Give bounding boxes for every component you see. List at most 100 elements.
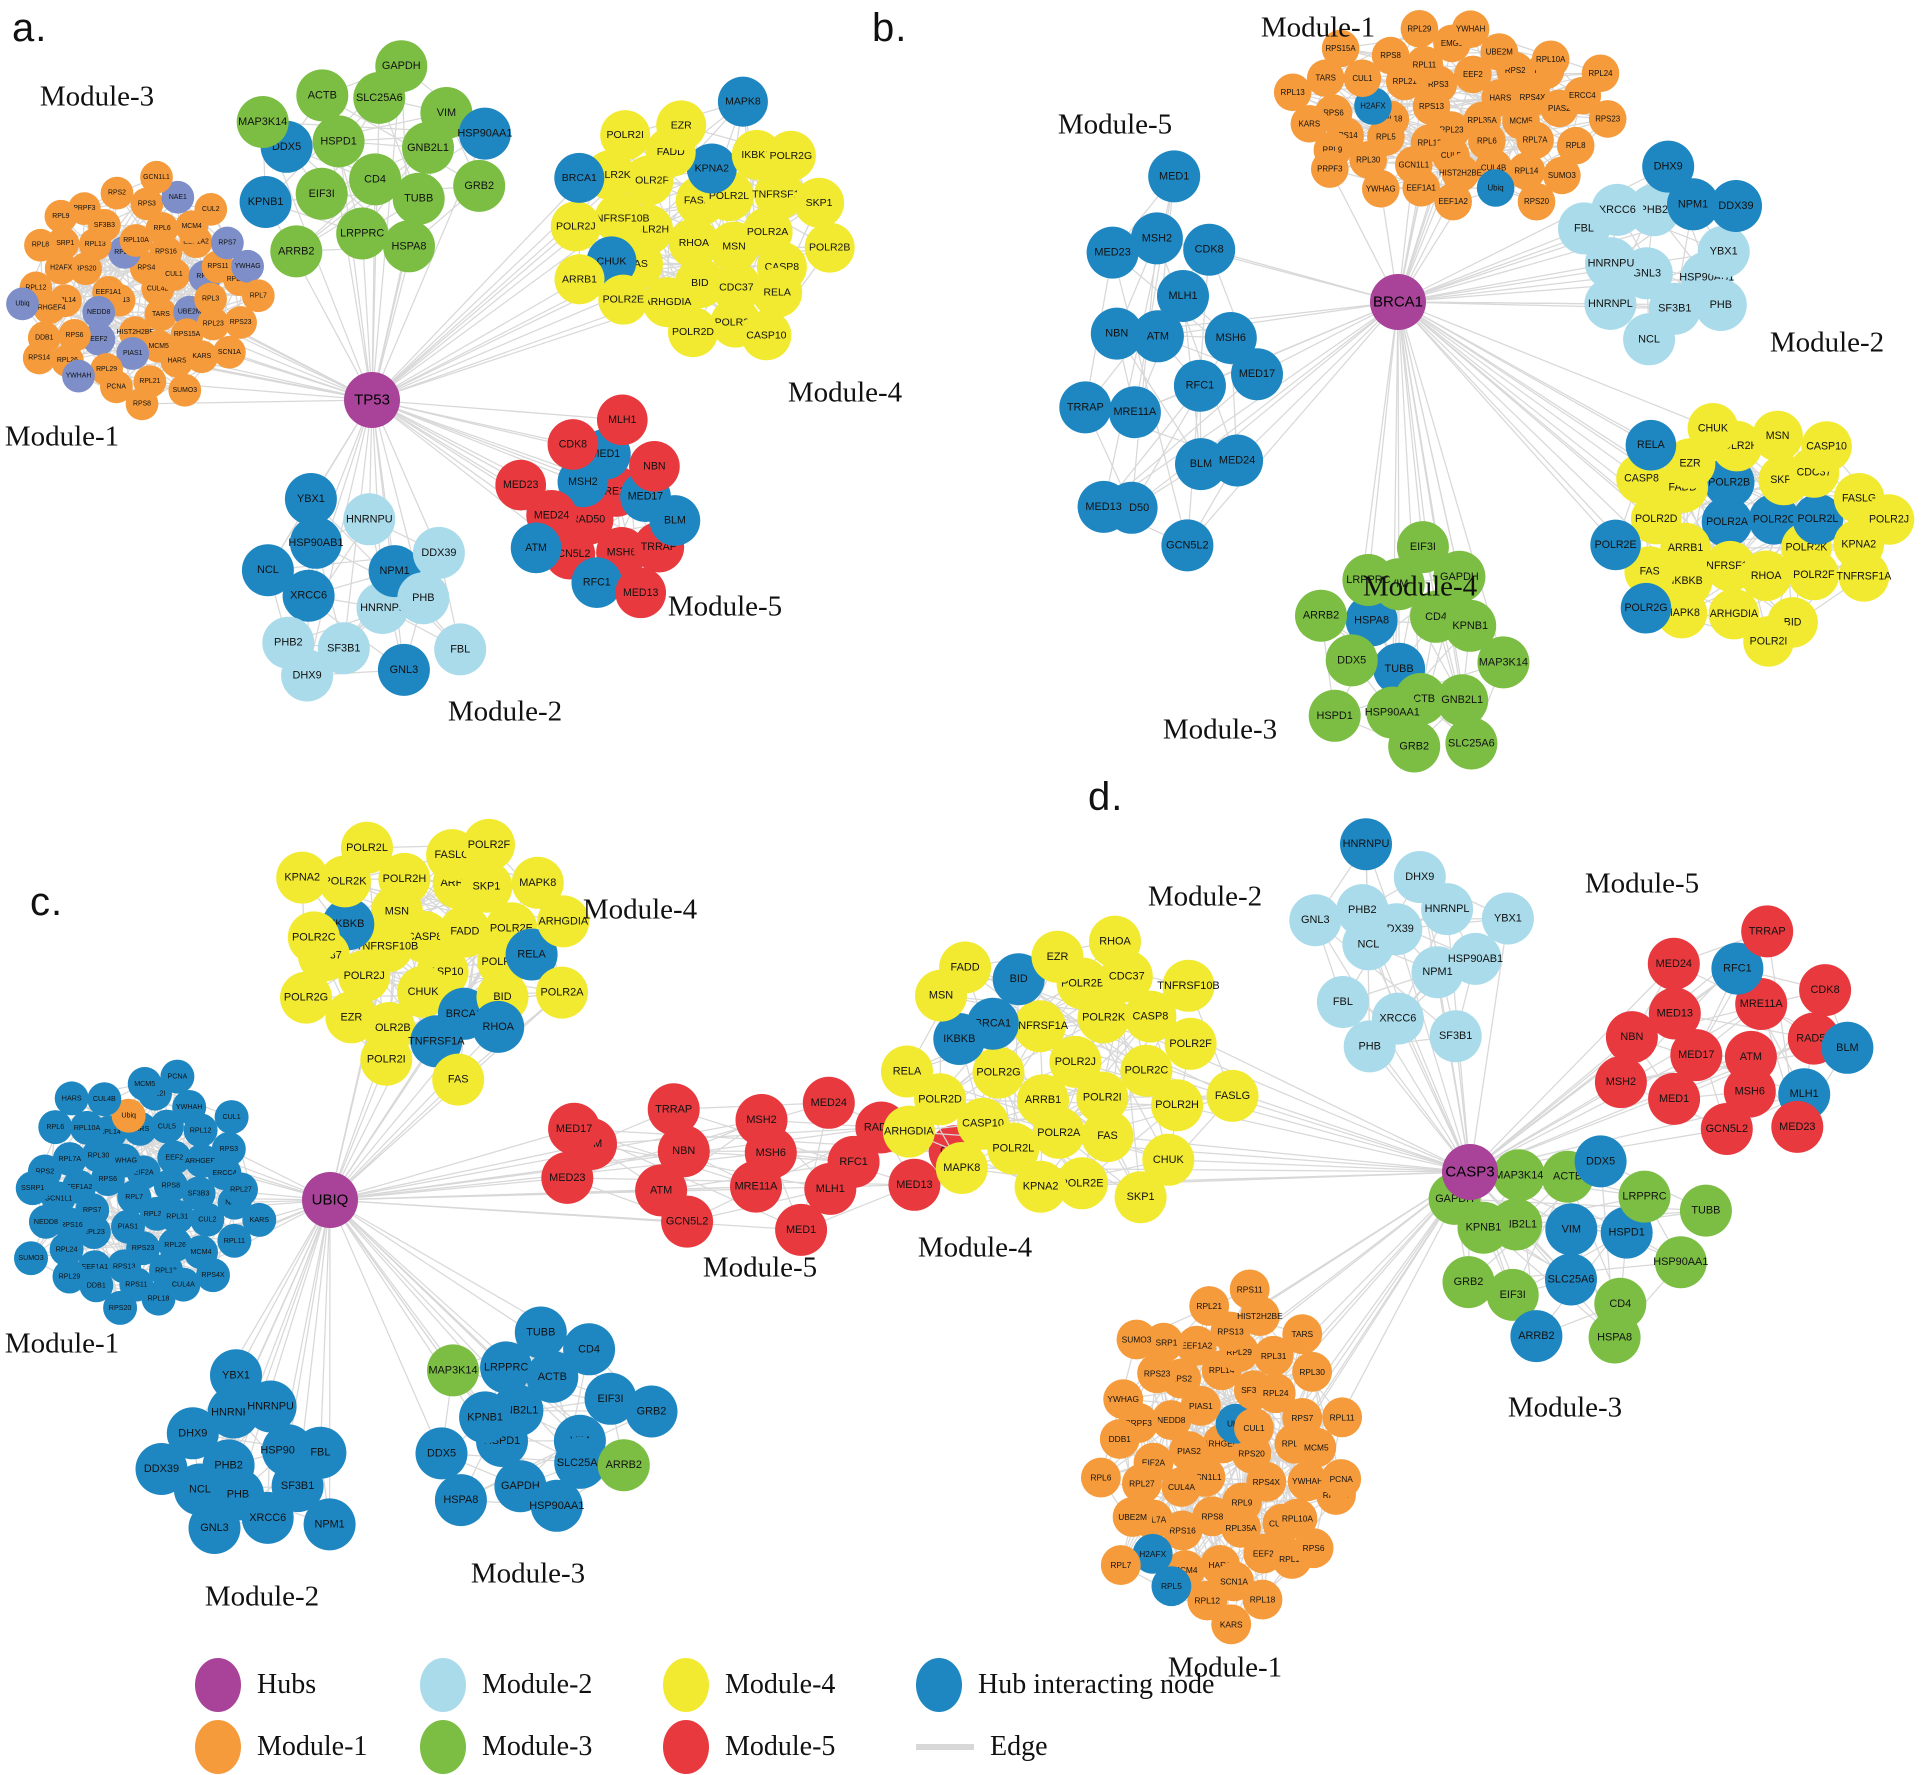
gene-node-NPM1 (1667, 178, 1719, 231)
gene-node-POLR2J (1863, 494, 1915, 545)
hub-edge (329, 1026, 499, 1201)
gene-node-label: SF3B1 (281, 1480, 314, 1492)
gene-node-NBN (629, 441, 680, 492)
gene-node-RFC1 (1173, 359, 1226, 412)
gene-node-label: DDX39 (144, 1463, 179, 1475)
gene-node-POLR2H (1151, 1079, 1204, 1132)
gene-node-EEF2 (82, 322, 116, 356)
gene-node-RPL21 (1189, 1286, 1230, 1326)
gene-node-label: CUL1 (222, 1113, 240, 1121)
gene-node-SUMO3 (14, 1241, 48, 1276)
gene-node-label: EEF2 (90, 336, 107, 343)
gene-node-label: NPM1 (314, 1518, 344, 1530)
gene-node-CDK8 (1799, 964, 1852, 1017)
gene-node-HSPD1 (1308, 689, 1361, 742)
gene-node-ARRB2 (1295, 589, 1347, 642)
gene-node-MED24 (1647, 937, 1700, 990)
gene-node-label: GCN1L1 (1189, 1472, 1222, 1482)
gene-node-EEF1A2 (1176, 1325, 1217, 1366)
gene-node-label: POLR2D (1635, 513, 1678, 525)
gene-node-label: POLR2C (1753, 513, 1796, 525)
gene-node-label: RFC1 (1723, 963, 1751, 975)
hub-node-label: CASP3 (1445, 1164, 1494, 1181)
gene-node-label: EIF2A (134, 1168, 154, 1176)
gene-node-label: RPL23 (1439, 126, 1464, 135)
gene-node-label: POLR2I (607, 129, 644, 141)
hub-edge (1131, 301, 1399, 509)
gene-node-label: CUL4A (172, 1281, 195, 1289)
gene-node-label: RPL11 (114, 249, 135, 256)
hub-edge (1040, 1171, 1471, 1188)
gene-node-label: RPS8 (1201, 1511, 1223, 1521)
gene-node-BRCA1 (554, 152, 605, 203)
gene-node-label: EEF2 (1463, 70, 1483, 79)
gene-node-RFC1 (1711, 942, 1764, 995)
legend-label: Module-2 (482, 1669, 593, 1700)
gene-node-label: SLC25A6 (1548, 1274, 1595, 1286)
gene-node-TARS (1306, 59, 1345, 97)
gene-node-label: POLR2J (1869, 514, 1909, 526)
gene-node-POLR2I (1076, 1071, 1129, 1124)
gene-node-POLR2D (1630, 493, 1682, 545)
gene-node-label: RPL23 (1282, 1439, 1308, 1449)
gene-node-label: BRCA1 (975, 1018, 1011, 1030)
gene-node-label: GNL3 (390, 664, 419, 676)
gene-node-label: MCM4 (1173, 1565, 1198, 1575)
gene-node-TUBB (514, 1306, 567, 1359)
gene-node-TNFRSF1A (410, 1015, 463, 1068)
gene-node-CD4 (349, 153, 402, 206)
gene-node-label: RPS3 (138, 200, 156, 207)
gene-node-Ubiq (111, 1098, 146, 1133)
gene-node-label: CUL1 (1352, 74, 1372, 83)
gene-node-label: KARS (250, 1216, 270, 1224)
hub-edge (329, 1128, 575, 1201)
gene-node-RPL10A (1277, 1498, 1318, 1539)
gene-node-label: RPS4 (137, 265, 155, 272)
gene-node-NCL (1623, 313, 1676, 366)
gene-node-POLR2J (338, 950, 391, 1003)
gene-node-label: RPS8 (1380, 51, 1401, 60)
gene-node-label: IKBKB (332, 918, 364, 930)
gene-node-label: RPS23 (1144, 1368, 1171, 1378)
gene-node-label: RPS13 (1217, 1327, 1244, 1337)
gene-node-label: XRCC6 (1599, 204, 1636, 216)
module-label-a-module-3: Module-3 (39, 80, 155, 113)
gene-node-label: RPL26 (57, 357, 78, 364)
gene-node-label: HIST2H2BE (117, 329, 155, 336)
gene-node-MED24 (1211, 434, 1264, 487)
gene-node-UBE2M (1112, 1496, 1153, 1537)
gene-node-label: EEF2 (165, 1154, 183, 1162)
gene-node-RPL7A (1516, 121, 1554, 159)
gene-node-label: SLC25A6 (557, 1457, 604, 1469)
gene-node-label: BRCA1 (562, 172, 597, 184)
gene-node-label: GRB2 (637, 1406, 667, 1418)
gene-node-MRE11A (730, 1160, 782, 1213)
gene-node-label: ARRB1 (562, 273, 597, 285)
gene-node-label: MCM4 (191, 1248, 212, 1256)
gene-node-RELA (505, 928, 558, 981)
gene-node-KARS (185, 340, 219, 374)
gene-node-POLR2F (463, 818, 515, 871)
gene-node-label: POLR2E (1595, 539, 1637, 551)
gene-node-FAS (1624, 546, 1675, 597)
gene-node-DHX9 (1393, 851, 1446, 903)
gene-node-POLR2I (1743, 616, 1794, 667)
gene-node-RPS7 (1282, 1397, 1323, 1438)
gene-node-label: RPL11 (224, 1237, 245, 1245)
hub-node-TP53 (344, 372, 400, 428)
module-label-c-module-3: Module-3 (470, 1557, 586, 1590)
gene-node-label: DDX5 (272, 141, 301, 153)
gene-node-EZR (1031, 930, 1084, 983)
gene-node-label: KPNB1 (248, 196, 284, 208)
gene-node-label: HARS (62, 1094, 82, 1102)
gene-node-label: BID (691, 277, 709, 289)
gene-node-label: RPS7 (1291, 1413, 1313, 1423)
gene-node-label: MED17 (628, 491, 664, 503)
gene-node-label: KARS (1220, 1619, 1243, 1629)
gene-node-label: MCM5 (1509, 116, 1533, 125)
module-label-a-module-4: Module-4 (787, 376, 903, 409)
gene-node-label: POLR2J (1055, 1056, 1096, 1068)
gene-node-label: DDX39 (421, 547, 456, 559)
legend-label: Hubs (257, 1669, 317, 1700)
node-layer-a: CUL4BRPS13RPS4TARSEEF1A1CUL1HIST2H2BERPL… (6, 40, 855, 702)
